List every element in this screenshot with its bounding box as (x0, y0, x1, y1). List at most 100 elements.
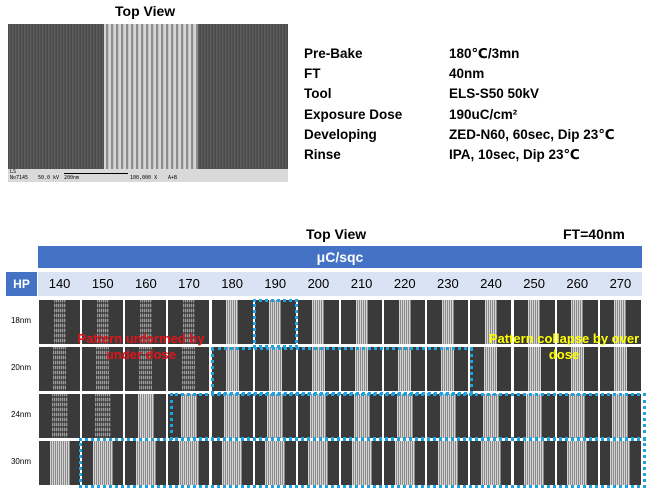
sem-line-pattern (484, 347, 498, 391)
sem-line-pattern (94, 394, 111, 438)
sem-tile (125, 394, 167, 438)
dose-cell: 270 (609, 276, 632, 291)
param-label: Developing (304, 127, 377, 142)
sem-tile (384, 347, 426, 391)
sem-tile (39, 441, 80, 485)
sem-top-view-image: LS No7145 50.0 kV 200nm 100,000 X A+B (8, 24, 288, 182)
under-dose-annotation: Pattern unformed by under dose (77, 331, 205, 362)
sem-tile (254, 347, 296, 391)
sem-tile (297, 347, 339, 391)
process-window-box-30nm (79, 438, 646, 488)
sem-line-pattern (225, 347, 239, 391)
dose-cell: 210 (350, 276, 373, 291)
param-value: IPA, 10sec, Dip 23℃ (449, 147, 580, 162)
sem-tile (384, 394, 426, 438)
sem-line-pattern (612, 394, 629, 438)
dose-cell: 170 (178, 276, 200, 291)
sem-tile (39, 300, 80, 344)
sem-tile (341, 394, 382, 438)
sem-tile (168, 347, 210, 391)
sem-line-pattern (182, 300, 195, 344)
hp-row-label: 20nm (10, 363, 31, 372)
sem-tile (82, 347, 124, 391)
sem-line-pattern (610, 441, 631, 485)
sem-tile (168, 300, 210, 344)
dose-cell: 260 (566, 276, 589, 291)
sem-line-pattern (139, 300, 152, 344)
sem-tile (599, 441, 641, 485)
sem-tile (297, 441, 339, 485)
hp-row-label: 24nm (10, 410, 31, 419)
sem-tile (254, 394, 296, 438)
param-label: FT (304, 66, 321, 81)
sem-line-pattern (570, 347, 584, 391)
dose-row: 140 150 160 170 180 190 200 210 220 230 240 250 260 2… (38, 272, 642, 296)
sem-line-pattern (567, 441, 588, 485)
sem-tile (211, 394, 253, 438)
sem-tile (470, 394, 512, 438)
sem-tile (297, 300, 339, 344)
sem-line-pattern (49, 441, 70, 485)
sem-line-pattern (51, 394, 68, 438)
sem-scale-bar (64, 173, 128, 174)
sem-line-pattern (178, 441, 199, 485)
sem-line-pattern (528, 300, 541, 344)
sem-line-pattern (53, 300, 66, 344)
sem-line-pattern (96, 347, 110, 391)
sem-line-pattern (265, 441, 286, 485)
sem-line-pattern (353, 394, 370, 438)
sem-tile (211, 441, 253, 485)
param-label: Exposure Dose (304, 107, 403, 122)
sem-tile (39, 347, 80, 391)
sem-line-pattern (226, 300, 239, 344)
param-value: 40nm (449, 66, 485, 81)
sem-tile (254, 300, 296, 344)
sem-line-pattern (53, 347, 66, 391)
sem-tile (599, 347, 641, 391)
hp-header: HP (6, 272, 37, 296)
sem-tile (168, 441, 210, 485)
sem-line-pattern (526, 394, 543, 438)
dose-cell: 140 (48, 276, 71, 291)
sem-line-pattern (224, 394, 241, 438)
sem-tile (82, 394, 124, 438)
dose-cell: 150 (91, 276, 114, 291)
param-value: 180℃/3mn (449, 46, 520, 61)
sem-tile (556, 300, 598, 344)
dose-cell: 220 (393, 276, 416, 291)
sem-line-pattern (355, 347, 368, 391)
sem-line-pattern (222, 441, 243, 485)
sem-line-pattern (267, 394, 284, 438)
top-view-title: Top View (115, 3, 176, 19)
sem-tile (556, 347, 598, 391)
sem-row (38, 300, 642, 344)
sem-tile (125, 300, 167, 344)
process-window-box-24nm (170, 393, 646, 440)
sem-label-mag: 100,000 X (130, 175, 158, 181)
sem-tile (513, 441, 555, 485)
param-value: ZED-N60, 60sec, Dip 23℃ (449, 127, 615, 142)
sem-row (38, 394, 642, 438)
sem-line-pattern (139, 347, 153, 391)
sem-tile (211, 347, 253, 391)
sem-line-pattern (527, 347, 541, 391)
sem-tile (384, 300, 426, 344)
sem-label-mode: A+B (168, 175, 178, 181)
sem-tile (125, 347, 167, 391)
bottom-view-title: Top View (306, 226, 367, 242)
param-label: Pre-Bake (304, 46, 363, 61)
dose-cell: 250 (523, 276, 545, 291)
sem-tile (599, 394, 641, 438)
sem-row (38, 441, 642, 485)
sem-label-scale: 200nm (64, 175, 80, 181)
sem-line-band (104, 24, 198, 170)
unit-header: μC/sqc (38, 246, 642, 268)
sem-tile (556, 394, 598, 438)
sem-line-pattern (268, 347, 282, 391)
sem-label-kv: 50.0 kV (38, 175, 60, 181)
dose-cell: 180 (221, 276, 243, 291)
sem-tile (341, 347, 382, 391)
sem-line-pattern (441, 300, 454, 344)
film-thickness-label: FT=40nm (563, 226, 625, 242)
sem-line-pattern (439, 394, 456, 438)
